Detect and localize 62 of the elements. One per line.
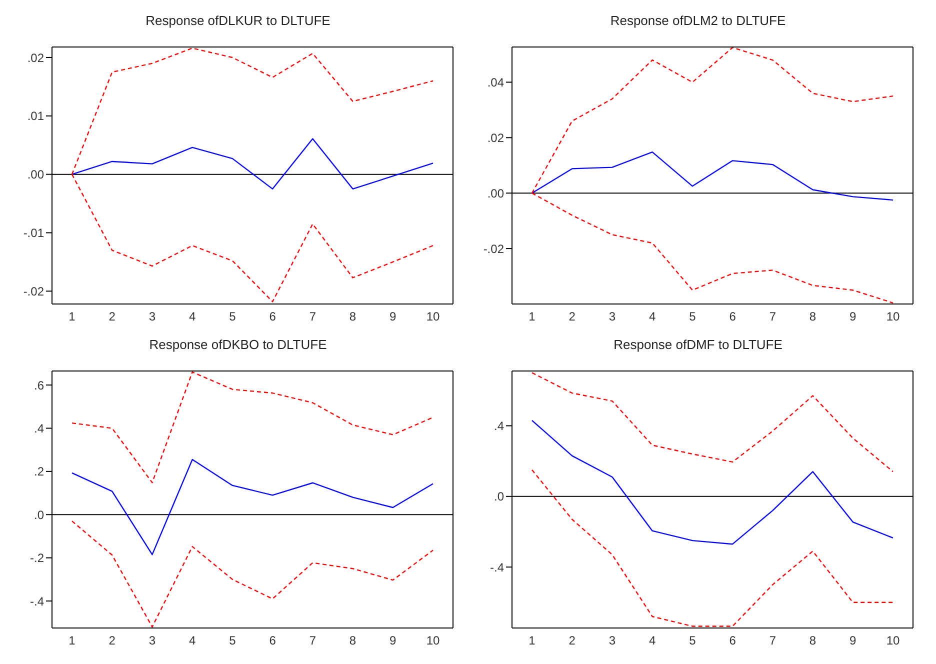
x-tick-label: 3 [148,634,156,648]
x-tick-label: 6 [729,310,736,324]
x-tick-label: 1 [68,634,76,648]
x-tick-label: 2 [568,634,576,648]
y-tick-label: .00 [487,186,504,200]
x-tick-label: 9 [850,634,857,648]
x-tick-label: 3 [608,310,616,324]
y-tick-label: -.01 [23,226,44,240]
x-tick-label: 10 [886,634,900,648]
x-tick-label: 4 [188,634,196,648]
y-tick-label: -.4 [30,594,44,608]
x-tick-label: 5 [689,634,696,648]
y-tick-label: .2 [34,464,44,479]
y-tick-label: .04 [487,75,504,90]
x-tick-label: 7 [309,310,316,324]
y-tick-label: .01 [27,109,44,124]
x-tick-label: 2 [108,310,116,324]
y-tick-label: .0 [34,508,44,522]
x-tick-label: 3 [148,310,156,324]
x-tick-label: 4 [188,310,196,324]
x-tick-label: 8 [809,634,816,648]
x-tick-label: 3 [608,634,616,648]
y-tick-label: .02 [487,130,504,145]
x-tick-label: 1 [528,634,536,648]
y-tick-label: .6 [34,378,44,392]
chart-title: Response ofDMF to DLTUFE [612,336,784,354]
x-tick-label: 4 [648,634,656,648]
x-tick-label: 7 [309,634,316,648]
x-tick-label: 6 [269,634,276,648]
y-tick-label: -.2 [30,551,44,566]
x-tick-label: 10 [426,310,440,324]
chart-title: Response ofDLKUR to DLTUFE [144,12,332,30]
y-tick-label: .0 [494,490,504,504]
x-tick-label: 9 [390,310,397,324]
y-tick-label: .4 [34,421,44,436]
y-tick-label: .00 [27,168,44,182]
x-tick-label: 9 [850,310,857,324]
x-tick-label: 8 [809,310,816,324]
x-tick-label: 1 [68,310,76,324]
x-tick-label: 8 [349,310,356,324]
chart-title: Response ofDLM2 to DLTUFE [609,12,787,30]
y-tick-label: -.4 [490,560,504,574]
chart-title: Response ofDKBO to DLTUFE [148,336,328,354]
y-tick-label: -.02 [483,242,504,256]
x-tick-label: 5 [689,310,696,324]
x-tick-label: 5 [229,310,236,324]
x-tick-label: 10 [426,634,440,648]
x-tick-label: 2 [568,310,576,324]
x-tick-label: 6 [729,634,736,648]
x-tick-label: 6 [269,310,276,324]
x-tick-label: 10 [886,310,900,324]
y-tick-label: -.02 [23,284,44,298]
x-tick-label: 5 [229,634,236,648]
x-tick-label: 4 [648,310,656,324]
x-tick-label: 7 [769,634,776,648]
y-tick-label: .4 [494,419,504,434]
x-tick-label: 2 [108,634,116,648]
x-tick-label: 1 [528,310,536,324]
x-tick-label: 7 [769,310,776,324]
y-tick-label: .02 [27,50,44,65]
x-tick-label: 9 [390,634,397,648]
x-tick-label: 8 [349,634,356,648]
